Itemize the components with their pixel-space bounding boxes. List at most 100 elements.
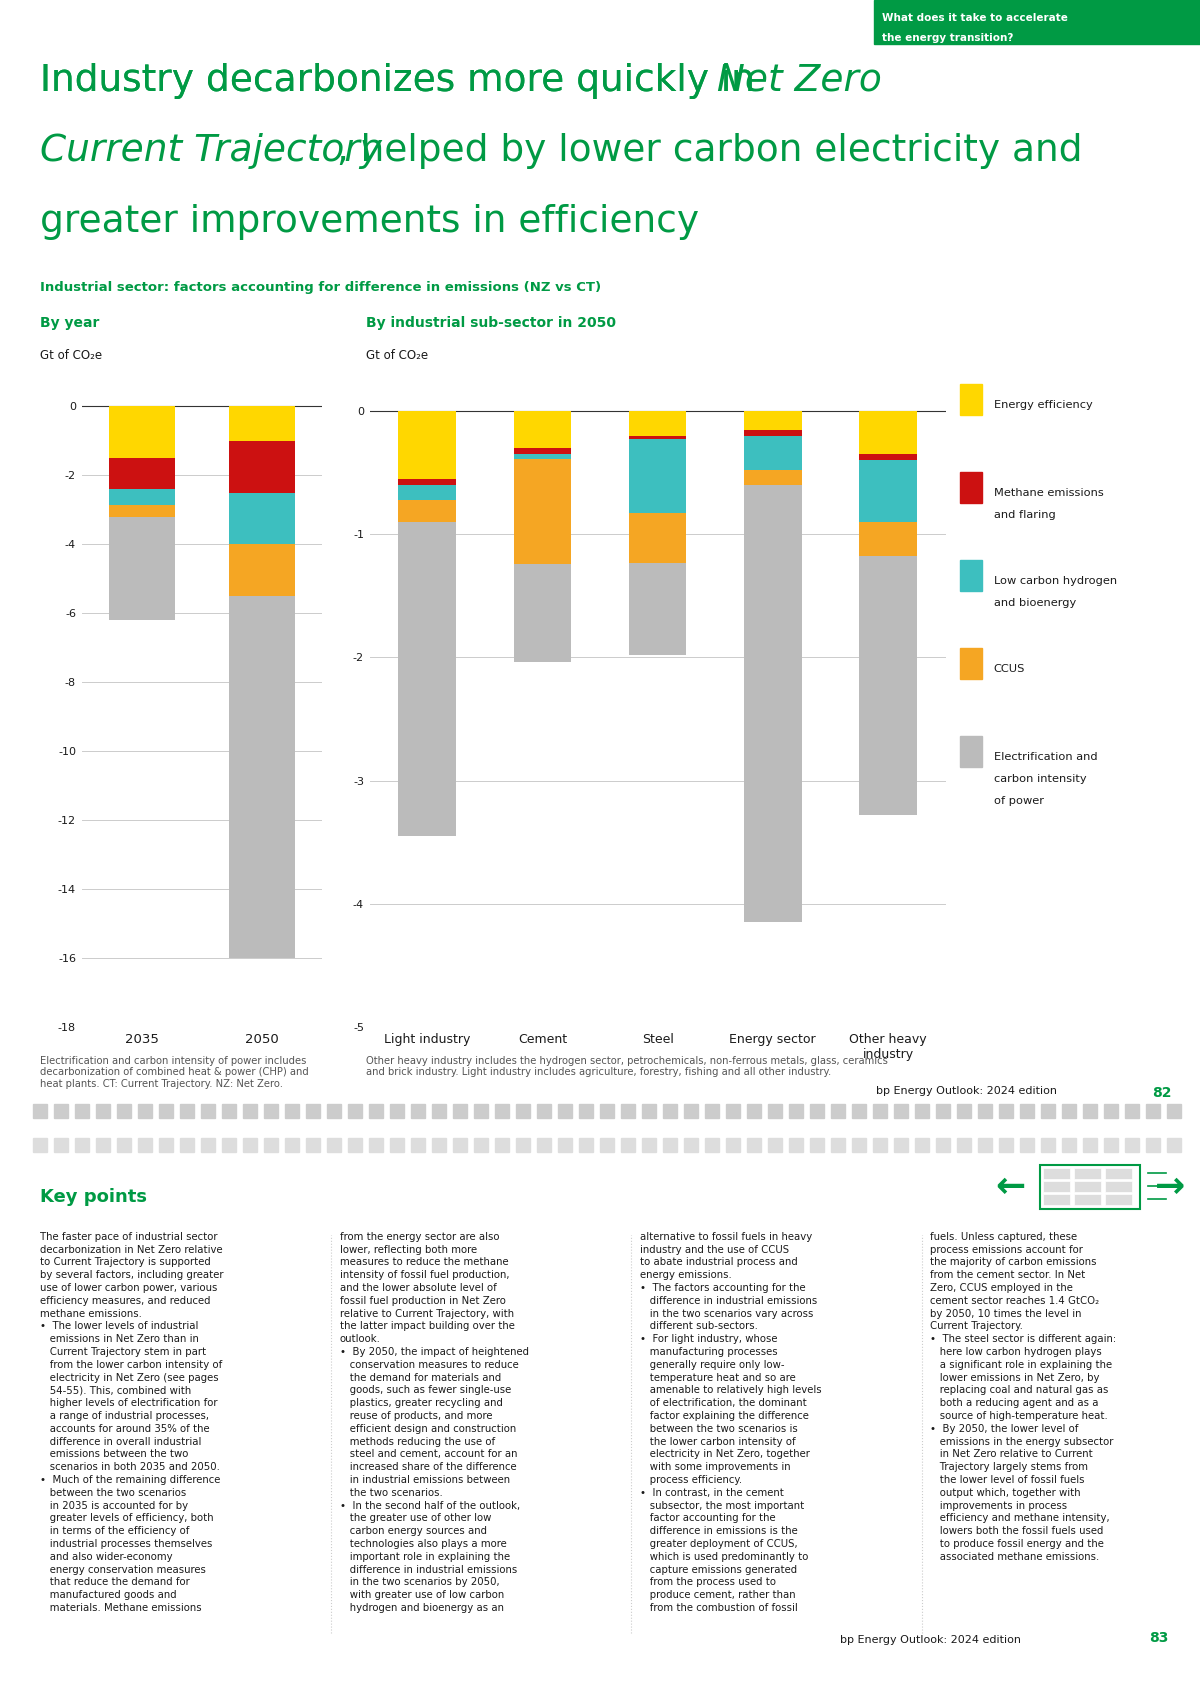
- Text: By year: By year: [40, 316, 98, 330]
- Text: and flaring: and flaring: [994, 509, 1055, 519]
- Bar: [1126, 1103, 1139, 1118]
- Text: Gt of CO₂e: Gt of CO₂e: [366, 349, 428, 362]
- Text: Industry decarbonizes more quickly in: Industry decarbonizes more quickly in: [40, 63, 767, 98]
- Bar: [118, 1139, 131, 1152]
- Bar: [264, 1139, 278, 1152]
- Bar: [514, 563, 571, 662]
- Bar: [684, 1103, 698, 1118]
- Bar: [1020, 1103, 1034, 1118]
- Bar: [398, 411, 456, 479]
- Bar: [1074, 1167, 1102, 1179]
- Bar: [998, 1139, 1013, 1152]
- Bar: [410, 1139, 425, 1152]
- Bar: [830, 1103, 845, 1118]
- Bar: [1074, 1195, 1102, 1205]
- Bar: [326, 1139, 341, 1152]
- Bar: [1105, 1181, 1132, 1191]
- Bar: [34, 1139, 47, 1152]
- Bar: [229, 545, 295, 596]
- Text: bp Energy Outlook: 2024 edition: bp Energy Outlook: 2024 edition: [876, 1086, 1057, 1096]
- Bar: [496, 1103, 509, 1118]
- Bar: [1042, 1139, 1055, 1152]
- Text: , helped by lower carbon electricity and: , helped by lower carbon electricity and: [40, 134, 1082, 169]
- Text: Gt of CO₂e: Gt of CO₂e: [40, 349, 102, 362]
- Bar: [180, 1139, 194, 1152]
- Bar: [109, 489, 175, 504]
- Bar: [398, 521, 456, 836]
- Bar: [600, 1103, 614, 1118]
- Bar: [538, 1103, 551, 1118]
- Text: Methane emissions: Methane emissions: [994, 487, 1103, 497]
- Text: The faster pace of industrial sector
decarbonization in Net Zero relative
to Cur: The faster pace of industrial sector dec…: [40, 1232, 223, 1612]
- Bar: [348, 1103, 362, 1118]
- Bar: [180, 1103, 194, 1118]
- Bar: [642, 1139, 656, 1152]
- Text: the energy transition?: the energy transition?: [882, 34, 1013, 42]
- Bar: [242, 1139, 257, 1152]
- Bar: [662, 1103, 677, 1118]
- Bar: [790, 1139, 803, 1152]
- Bar: [746, 1103, 761, 1118]
- Text: bp Energy Outlook: 2024 edition: bp Energy Outlook: 2024 edition: [840, 1634, 1021, 1645]
- Bar: [432, 1103, 446, 1118]
- Text: Industry decarbonizes more quickly in                                         re: Industry decarbonizes more quickly in re: [40, 63, 1200, 98]
- Bar: [859, 411, 917, 453]
- Bar: [706, 1103, 719, 1118]
- Bar: [138, 1103, 152, 1118]
- Text: Current Trajectory: Current Trajectory: [40, 134, 382, 169]
- Text: from the energy sector are also
lower, reflecting both more
measures to reduce t: from the energy sector are also lower, r…: [340, 1232, 528, 1612]
- Bar: [474, 1103, 488, 1118]
- Bar: [538, 1139, 551, 1152]
- Text: →: →: [1154, 1169, 1186, 1205]
- Bar: [874, 1139, 887, 1152]
- Text: Key points: Key points: [40, 1188, 146, 1206]
- Bar: [726, 1103, 740, 1118]
- Bar: [746, 1139, 761, 1152]
- Bar: [109, 406, 175, 459]
- Bar: [158, 1139, 173, 1152]
- Bar: [958, 1103, 971, 1118]
- Bar: [744, 430, 802, 435]
- Text: ←: ←: [995, 1169, 1025, 1205]
- Text: carbon intensity: carbon intensity: [994, 773, 1086, 783]
- Bar: [454, 1139, 467, 1152]
- Bar: [1105, 1195, 1132, 1205]
- Bar: [1146, 1103, 1160, 1118]
- Bar: [514, 459, 571, 563]
- Bar: [830, 1139, 845, 1152]
- Bar: [859, 557, 917, 816]
- Text: By industrial sub-sector in 2050: By industrial sub-sector in 2050: [366, 316, 616, 330]
- Bar: [936, 1103, 950, 1118]
- Bar: [34, 1103, 47, 1118]
- Bar: [978, 1139, 992, 1152]
- Bar: [348, 1139, 362, 1152]
- Bar: [558, 1103, 572, 1118]
- Bar: [744, 411, 802, 430]
- Bar: [286, 1139, 299, 1152]
- Bar: [138, 1139, 152, 1152]
- Bar: [118, 1103, 131, 1118]
- Text: Other heavy industry includes the hydrogen sector, petrochemicals, non-ferrous m: Other heavy industry includes the hydrog…: [366, 1056, 888, 1078]
- Bar: [1062, 1139, 1076, 1152]
- Bar: [54, 1103, 68, 1118]
- Bar: [916, 1139, 929, 1152]
- Bar: [1126, 1139, 1139, 1152]
- Bar: [744, 470, 802, 486]
- Bar: [1104, 1103, 1118, 1118]
- Bar: [629, 513, 686, 562]
- Bar: [580, 1139, 593, 1152]
- Bar: [978, 1103, 992, 1118]
- Text: alternative to fossil fuels in heavy
industry and the use of CCUS
to abate indus: alternative to fossil fuels in heavy ind…: [640, 1232, 821, 1612]
- Bar: [859, 521, 917, 557]
- Bar: [744, 486, 802, 922]
- Bar: [109, 516, 175, 621]
- Bar: [1062, 1103, 1076, 1118]
- Bar: [600, 1139, 614, 1152]
- Bar: [109, 504, 175, 516]
- Bar: [859, 453, 917, 460]
- Bar: [1084, 1139, 1097, 1152]
- Bar: [1043, 1181, 1070, 1191]
- Bar: [54, 1139, 68, 1152]
- Bar: [74, 1139, 89, 1152]
- Bar: [622, 1103, 635, 1118]
